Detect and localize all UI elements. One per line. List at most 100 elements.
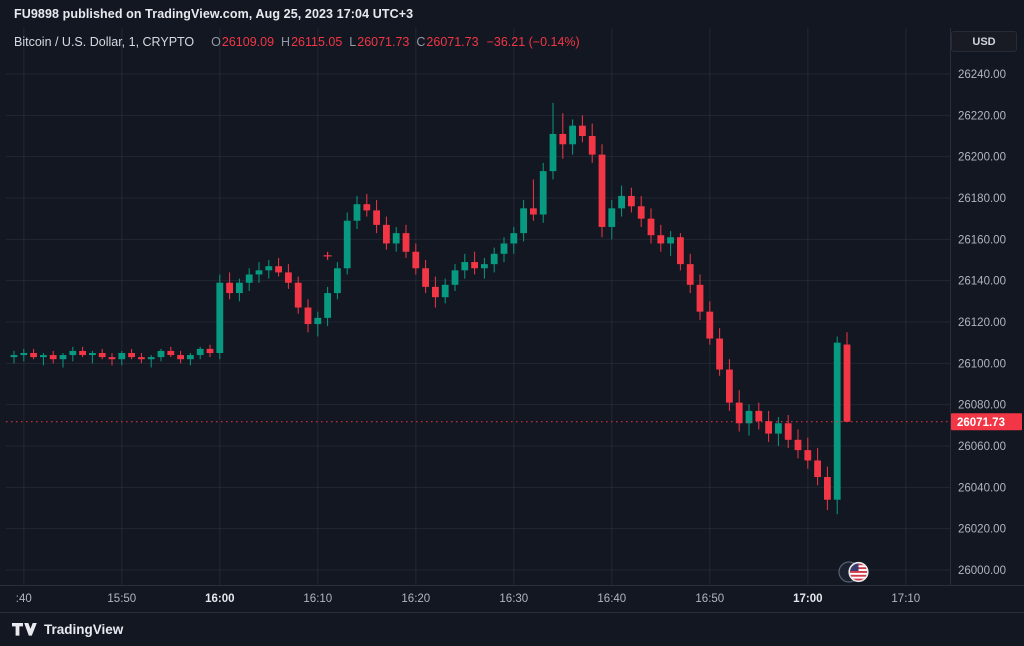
candle-body	[647, 218, 655, 236]
candle-body	[138, 357, 145, 360]
candle-body	[226, 282, 233, 294]
candle-body	[588, 136, 596, 155]
candle-body	[579, 125, 586, 136]
candle-body	[510, 233, 518, 244]
candle-body	[255, 270, 263, 275]
symbol-title[interactable]: Bitcoin / U.S. Dollar, 1, CRYPTO	[14, 35, 195, 49]
candle-body	[285, 272, 292, 283]
tradingview-logo-icon[interactable]	[12, 622, 37, 637]
candle-body	[432, 286, 439, 298]
candle-body	[726, 369, 733, 403]
candle-body	[314, 317, 322, 325]
candle-body	[79, 350, 86, 356]
change-value: −36.21 (−0.14%)	[486, 35, 580, 49]
candle-body	[765, 421, 772, 434]
candle-body	[59, 355, 67, 360]
candle-body	[520, 208, 527, 234]
candle-body	[275, 266, 282, 273]
candle-body	[353, 204, 361, 221]
candle-body	[539, 171, 547, 215]
low-value: 26071.73	[357, 35, 410, 49]
open-value: 26109.09	[221, 35, 275, 49]
tradingview-wordmark[interactable]: TradingView	[44, 622, 124, 637]
candle-body	[206, 348, 214, 353]
candle-body	[30, 353, 37, 358]
candle-body	[343, 220, 351, 269]
candle-body	[549, 133, 557, 172]
time-axis-label: 16:50	[695, 593, 724, 605]
candle-body	[236, 282, 243, 294]
time-axis-label: 16:20	[401, 593, 430, 605]
candle-body	[804, 450, 812, 461]
candle-body	[569, 125, 576, 145]
time-axis-label: :40	[16, 593, 32, 605]
candle-body	[98, 353, 106, 358]
high-label: H	[281, 35, 291, 49]
candle-body	[706, 311, 714, 339]
candle-body	[755, 410, 763, 422]
candle-body	[20, 353, 28, 356]
candle-body	[383, 224, 390, 244]
candle-body	[775, 423, 782, 434]
candle-body	[461, 262, 469, 271]
time-axis-label: 16:30	[499, 593, 528, 605]
candle-body	[716, 338, 723, 370]
chart-legend: Bitcoin / U.S. Dollar, 1, CRYPTO O 26109…	[14, 34, 580, 50]
candle-body	[628, 195, 635, 207]
low-label: L	[349, 35, 357, 49]
candle-body	[657, 235, 665, 244]
candle-body	[245, 274, 253, 283]
price-axis-label: 26160.00	[958, 234, 1006, 246]
candle-body	[422, 268, 429, 287]
price-axis-label: 26220.00	[958, 110, 1006, 122]
close-value: 26071.73	[426, 35, 479, 49]
candle-body	[686, 264, 694, 285]
last-price-tag-value: 26071.73	[957, 417, 1005, 429]
candle-body	[608, 208, 616, 227]
candle-body	[118, 353, 126, 360]
currency-toggle-button[interactable]: USD	[951, 31, 1017, 52]
candle-body	[108, 357, 116, 360]
price-axis-label: 26180.00	[958, 193, 1006, 205]
publish-text: FU9898 published on TradingView.com, Aug…	[14, 7, 414, 21]
candle-body	[824, 477, 831, 500]
candle-body	[667, 237, 674, 244]
candle-body	[490, 253, 498, 265]
candle-body	[265, 266, 273, 271]
candle-body	[637, 206, 645, 219]
candle-body	[618, 195, 625, 209]
candle-body	[814, 460, 821, 477]
candle-body	[177, 355, 184, 360]
candle-body	[598, 154, 606, 227]
candle-body	[147, 357, 155, 360]
candle-body	[843, 344, 851, 422]
candle-body	[696, 284, 704, 312]
candle-body	[500, 243, 508, 254]
price-axis-label: 26100.00	[958, 358, 1006, 370]
high-value: 26115.05	[291, 35, 343, 49]
price-axis-label: 26020.00	[958, 524, 1006, 536]
open-label: O	[211, 35, 221, 49]
candle-body	[441, 284, 449, 298]
time-axis-label: 15:50	[107, 593, 136, 605]
price-axis-label: 26240.00	[958, 69, 1006, 81]
candle-body	[451, 270, 459, 285]
price-axis-label: 26000.00	[958, 565, 1006, 577]
candle-body	[128, 353, 135, 358]
candle-body	[481, 264, 488, 269]
candle-body	[40, 355, 47, 358]
candle-body	[167, 350, 175, 356]
candle-body	[392, 233, 400, 244]
candle-body	[471, 262, 478, 269]
time-axis-label: 16:40	[597, 593, 626, 605]
candle-body	[530, 208, 537, 215]
price-axis-label: 26140.00	[958, 276, 1006, 288]
publisher-avatar[interactable]	[838, 558, 870, 586]
candle-body	[559, 133, 567, 145]
candle-body	[363, 204, 371, 211]
candle-body	[735, 402, 743, 424]
time-axis-label: 16:00	[205, 593, 234, 605]
candle-body	[89, 353, 96, 356]
